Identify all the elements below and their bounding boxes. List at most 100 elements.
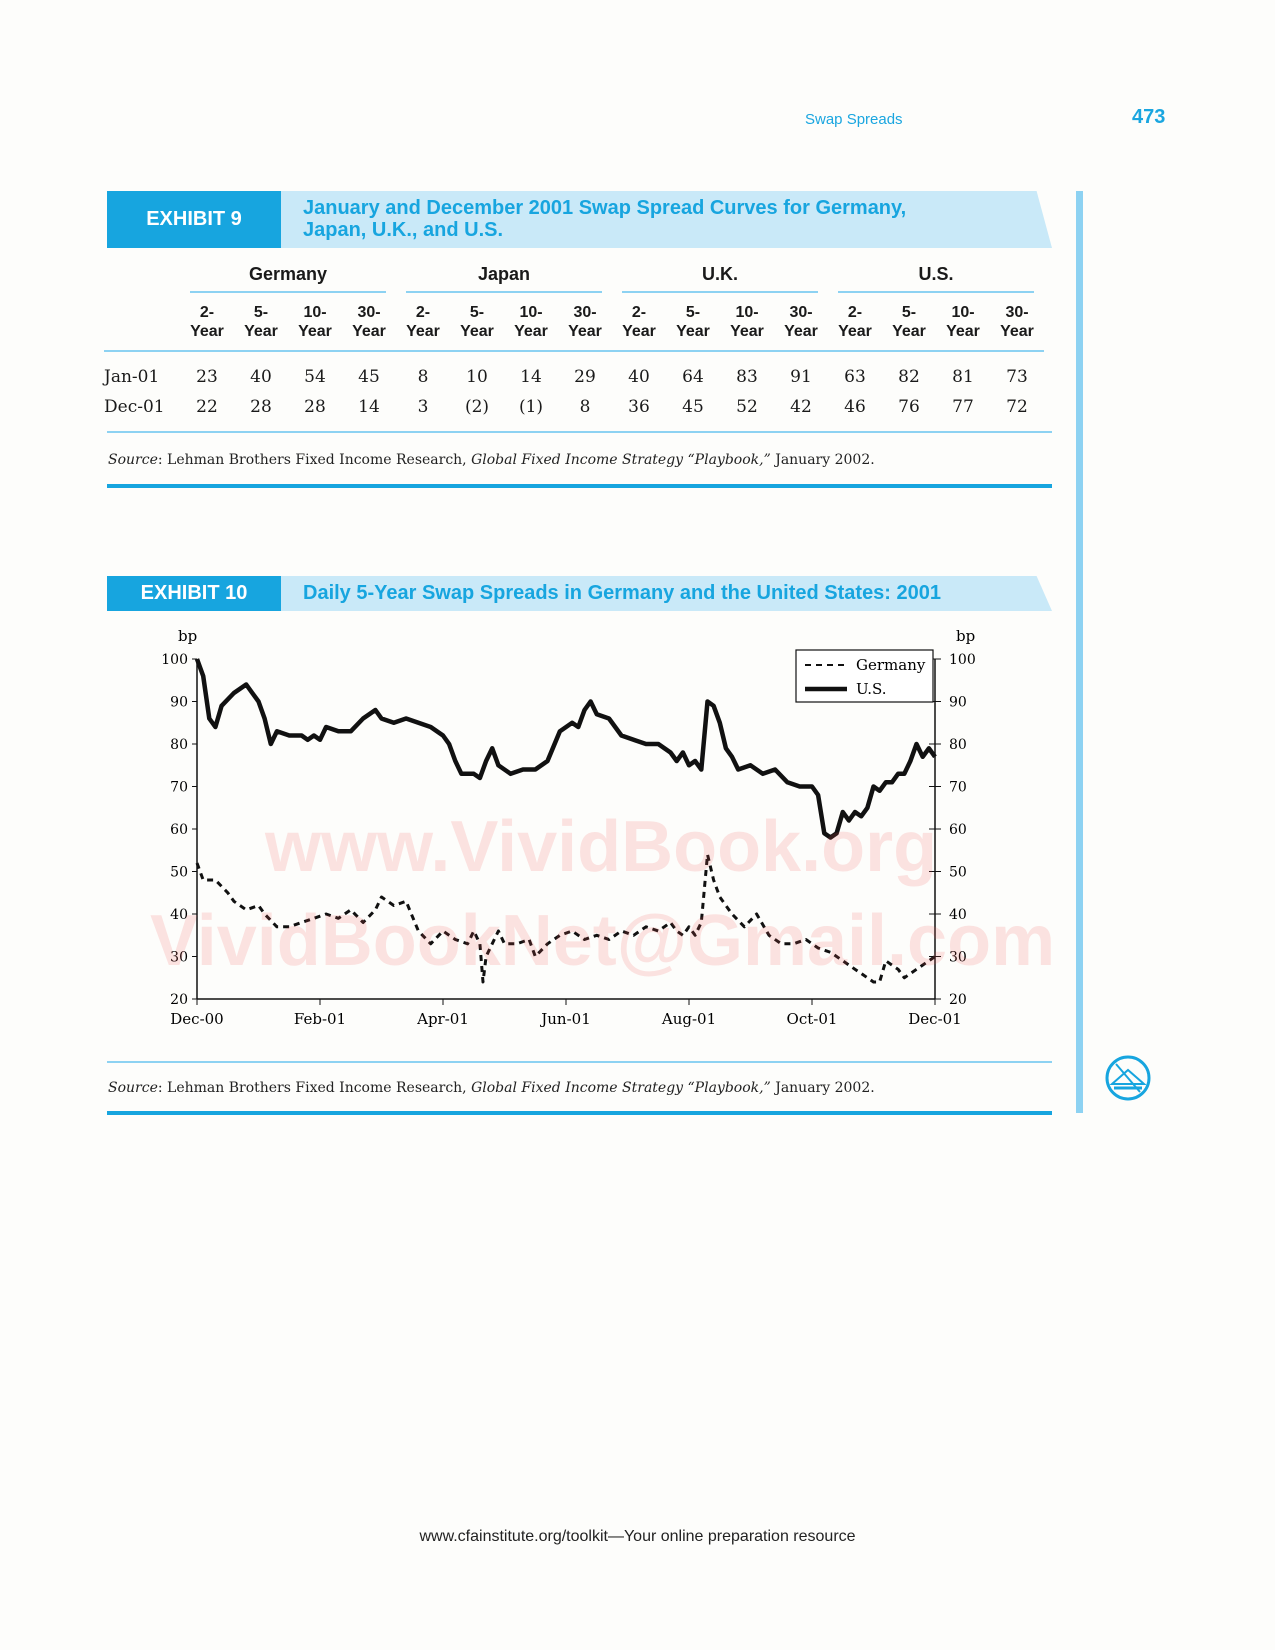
tenor-header: 5- Year — [666, 294, 720, 351]
tenor-unit: Year — [460, 323, 494, 340]
tenor-number: 10- — [735, 304, 759, 321]
tenor-header: 10- Year — [288, 294, 342, 351]
table-cell: 64 — [682, 367, 704, 387]
table-row-jan-01: Jan-01 23 40 54 45 8 10 14 29 40 64 83 91 63 82 81 73 — [104, 362, 1044, 392]
tenor-unit: Year — [190, 323, 224, 340]
y-tick-label-right: 30 — [949, 950, 967, 966]
tenor-unit: Year — [352, 323, 386, 340]
country-us: U.S. — [838, 264, 1034, 293]
y-tick-label-left: 50 — [170, 865, 188, 881]
x-tick-label: Jun-01 — [539, 1010, 591, 1028]
table-cell: 36 — [628, 397, 650, 417]
y-tick-label-right: 50 — [949, 865, 967, 881]
table-cell: 14 — [358, 397, 380, 417]
tenor-unit: Year — [838, 323, 872, 340]
table-cell: 29 — [574, 367, 596, 387]
watermark-line-1: www.VividBook.org — [265, 807, 938, 887]
exhibit-10-source: Source: Lehman Brothers Fixed Income Res… — [108, 1080, 875, 1096]
x-tick-label: Dec-01 — [908, 1010, 961, 1028]
table-cell: 8 — [579, 397, 591, 417]
tenor-unit: Year — [946, 323, 980, 340]
table-cell: 63 — [844, 367, 866, 387]
exhibit-10-bottom-rule — [107, 1061, 1052, 1063]
exhibit-9-title: January and December 2001 Swap Spread Cu… — [281, 191, 1052, 248]
tenor-header: 30- Year — [558, 294, 612, 351]
exhibit-9-bottom-rule — [107, 431, 1052, 433]
y-tick-label-right: 100 — [949, 652, 976, 668]
tenor-header: 2- Year — [180, 294, 234, 351]
country-uk: U.K. — [622, 264, 818, 293]
legend-label: Germany — [856, 656, 926, 674]
source-prefix: Source — [108, 1080, 158, 1096]
tenor-number: 30- — [357, 304, 381, 321]
tenor-number: 10- — [519, 304, 543, 321]
swap-spread-table: Germany Japan U.K. U.S. 2- Year 5- Year 10- Y… — [104, 262, 1044, 422]
tenor-header: 10- Year — [720, 294, 774, 351]
tenor-number: 5- — [253, 304, 269, 321]
tenor-number: 30- — [1005, 304, 1029, 321]
table-cell: 73 — [1006, 367, 1028, 387]
y-tick-label-right: 70 — [949, 780, 967, 796]
exhibit-9-source: Source: Lehman Brothers Fixed Income Res… — [108, 452, 875, 468]
header-rule — [104, 350, 1044, 362]
y-tick-label-left: 60 — [170, 822, 188, 838]
tenor-header: 30- Year — [990, 294, 1044, 351]
tenor-header: 5- Year — [234, 294, 288, 351]
table-cell: 23 — [196, 367, 218, 387]
tenor-header: 10- Year — [936, 294, 990, 351]
page-number: 473 — [1132, 106, 1166, 128]
tenor-number: 5- — [901, 304, 917, 321]
table-cell: 72 — [1006, 397, 1028, 417]
y-tick-label-right: 60 — [949, 822, 967, 838]
exhibit-9-header: EXHIBIT 9 January and December 2001 Swap… — [107, 191, 1052, 248]
optional-segment-ends-badge-icon — [1105, 1055, 1151, 1101]
exhibit-10-end-rule — [107, 1111, 1052, 1115]
tenor-header: 5- Year — [450, 294, 504, 351]
y-tick-label-right: 80 — [949, 737, 967, 753]
tenor-number: 5- — [469, 304, 485, 321]
source-italic: Global Fixed Income Strategy “Playbook,” — [471, 452, 771, 468]
tenor-unit: Year — [568, 323, 602, 340]
table-cell: 28 — [304, 397, 326, 417]
tenor-header-row: 2- Year 5- Year 10- Year 30- Year 2- Year 5- Year 10… — [104, 294, 1044, 351]
tenor-number: 30- — [789, 304, 813, 321]
x-tick-label: Oct-01 — [787, 1010, 838, 1028]
tenor-header: 30- Year — [774, 294, 828, 351]
tenor-unit: Year — [676, 323, 710, 340]
tenor-number: 2- — [631, 304, 647, 321]
x-tick-label: Apr-01 — [416, 1010, 469, 1028]
row-label: Jan-01 — [104, 367, 160, 387]
table-cell: 45 — [358, 367, 380, 387]
tenor-unit: Year — [730, 323, 764, 340]
y-axis-label-right: bp — [956, 627, 975, 645]
y-tick-label-left: 80 — [170, 737, 188, 753]
y-tick-label-left: 40 — [170, 907, 188, 923]
tenor-unit: Year — [244, 323, 278, 340]
y-tick-label-left: 30 — [170, 950, 188, 966]
tenor-header: 2- Year — [396, 294, 450, 351]
tenor-header: 30- Year — [342, 294, 396, 351]
y-tick-label-left: 100 — [161, 652, 188, 668]
chart-axes: bp bp 20 20 30 30 40 40 50 50 60 60 70 70 80 80 90 90 100 1… — [161, 627, 975, 1028]
exhibit-9-title-line2: Japan, U.K., and U.S. — [303, 219, 504, 241]
series-line-us — [194, 658, 937, 840]
tenor-unit: Year — [406, 323, 440, 340]
x-tick-label: Aug-01 — [661, 1010, 716, 1028]
y-tick-label-left: 20 — [170, 992, 188, 1008]
tenor-header: 2- Year — [828, 294, 882, 351]
running-head: Swap Spreads — [805, 111, 903, 128]
tenor-unit: Year — [298, 323, 332, 340]
table-cell: 3 — [417, 397, 429, 417]
exhibit-9-title-line1: January and December 2001 Swap Spread Cu… — [303, 197, 907, 219]
table-row-dec-01: Dec-01 22 28 28 14 3 (2) (1) 8 36 45 52 42 46 76 77 72 — [104, 392, 1044, 422]
table-cell: 42 — [790, 397, 812, 417]
table-cell: (2) — [464, 397, 490, 417]
table-cell: 40 — [250, 367, 272, 387]
exhibit-9-label: EXHIBIT 9 — [107, 191, 281, 248]
table-cell: 22 — [196, 397, 218, 417]
exhibit-9-end-rule — [107, 484, 1052, 488]
exhibit-10-label: EXHIBIT 10 — [107, 576, 281, 611]
table-cell: 28 — [250, 397, 272, 417]
source-text: : Lehman Brothers Fixed Income Research, — [157, 452, 472, 468]
